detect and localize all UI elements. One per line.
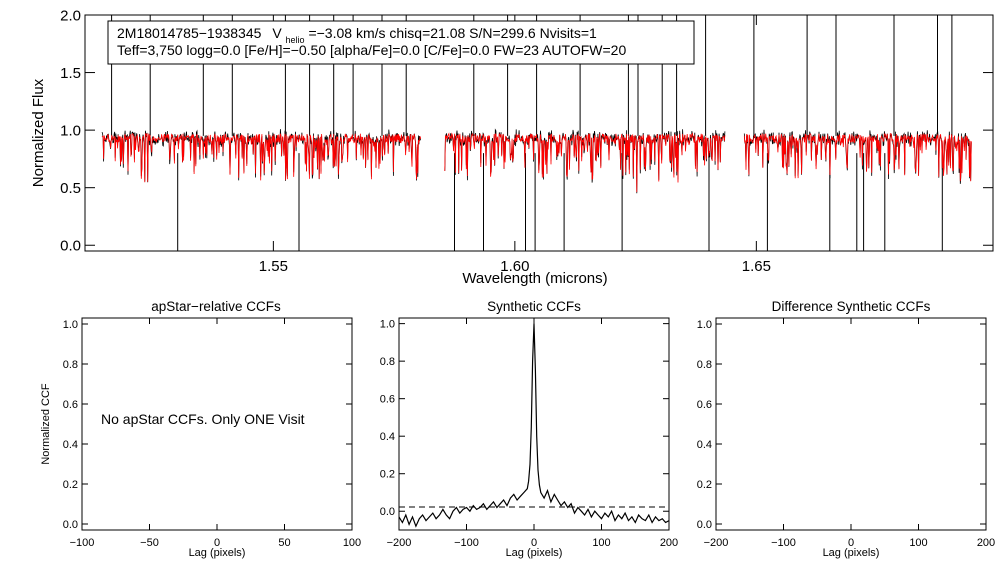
spectrum-spikes: [111, 15, 953, 251]
x-tick-label: 1.55: [259, 258, 288, 275]
header-line-2: Teff=3,750 logg=0.0 [Fe/H]=−0.50 [alpha/…: [117, 42, 626, 58]
header-star-id: 2M18014785−1938345: [117, 25, 262, 41]
header-v-rest: =−3.08 km/s chisq=21.08 S/N=299.6 Nvisit…: [308, 25, 597, 41]
diff-ccf-xlabel: Lag (pixels): [823, 547, 880, 559]
x-tick-label: 0: [214, 537, 220, 549]
synthetic-ccf-title: Synthetic CCFs: [487, 299, 581, 314]
y-tick-label: 0.5: [60, 180, 81, 197]
y-tick-label: 0.8: [380, 356, 395, 368]
y-tick-label: 1.5: [60, 65, 81, 82]
apstar-ccf-ticks: −100 −50 0 50 100 0.0 0.2 0.4 0.6 0.8 1.0: [63, 318, 361, 549]
diff-ccf-frame: [715, 317, 987, 531]
synthetic-ccf-panel: Synthetic CCFs −200 −100 0 100 200 0.0 0.2 0.4 0…: [380, 299, 678, 559]
header-line-1: 2M18014785−1938345 V helio =−3.08 km/s c…: [117, 25, 597, 46]
y-tick-label: 0.0: [63, 519, 78, 531]
y-tick-label: 0.6: [697, 399, 712, 411]
x-tick-label: 0: [848, 537, 854, 549]
y-tick-label: 0.6: [63, 399, 78, 411]
y-tick-label: 0.0: [60, 238, 81, 255]
synthetic-ccf-line: [398, 323, 670, 528]
x-tick-label: 100: [909, 537, 927, 549]
y-tick-label: 1.0: [697, 319, 712, 331]
x-tick-label: −200: [387, 537, 412, 549]
synthetic-ccf-frame: [398, 317, 670, 531]
y-tick-label: 0.4: [63, 439, 78, 451]
apstar-ccf-xlabel: Lag (pixels): [189, 547, 246, 559]
spectrum-series: [101, 15, 972, 251]
apstar-ccf-message: No apStar CCFs. Only ONE Visit: [101, 411, 305, 427]
spectrum-frame: [84, 14, 994, 252]
y-tick-label: 0.4: [697, 439, 712, 451]
spectrum-panel: 1.55 1.60 1.65 0.0 0.5 1.0 1.5 2.0 2M18014785−1…: [30, 7, 994, 287]
y-tick-label: 0.8: [697, 359, 712, 371]
x-tick-label: 0: [531, 537, 537, 549]
header-v-prefix: V: [272, 25, 282, 41]
x-tick-label: 200: [660, 537, 678, 549]
header-v-sub: helio: [286, 35, 305, 45]
x-tick-label: 200: [977, 537, 995, 549]
synthetic-ccf-ticks: −200 −100 0 100 200 0.0 0.2 0.4 0.6 0.8 1.0: [380, 318, 678, 549]
y-tick-label: 0.2: [380, 469, 395, 481]
synthetic-ccf-series: [398, 323, 670, 528]
x-tick-label: 100: [343, 537, 361, 549]
x-tick-label: 1.65: [742, 258, 771, 275]
x-tick-label: −100: [454, 537, 479, 549]
synthetic-ccf-xlabel: Lag (pixels): [506, 547, 563, 559]
x-tick-label: 1.60: [500, 258, 529, 275]
x-tick-label: −50: [140, 537, 159, 549]
y-tick-label: 0.6: [380, 394, 395, 406]
spectrum-ticks: 1.55 1.60 1.65 0.0 0.5 1.0 1.5 2.0: [60, 7, 993, 275]
y-tick-label: 1.0: [380, 319, 395, 331]
header-box: [107, 20, 695, 65]
diff-ccf-ticks: −200 −100 0 100 200 0.0 0.2 0.4 0.6 0.8 1.0: [697, 318, 995, 549]
y-tick-label: 0.0: [697, 519, 712, 531]
apstar-ccf-ylabel: Normalized CCF: [40, 383, 52, 465]
spectrum-xlabel: Wavelength (microns): [462, 270, 607, 287]
y-tick-label: 0.4: [380, 431, 395, 443]
x-tick-label: 50: [278, 537, 290, 549]
apstar-ccf-panel: apStar−relative CCFs −100 −50 0 50 100 0.0 0.2…: [40, 299, 361, 559]
y-tick-label: 1.0: [63, 319, 78, 331]
diff-ccf-title: Difference Synthetic CCFs: [772, 299, 931, 314]
y-tick-label: 1.0: [60, 123, 81, 140]
x-tick-label: −100: [771, 537, 796, 549]
spectrum-ylabel: Normalized Flux: [30, 78, 47, 187]
apstar-ccf-title: apStar−relative CCFs: [151, 299, 281, 314]
y-tick-label: 0.8: [63, 359, 78, 371]
x-tick-label: −100: [70, 537, 95, 549]
spectrum-synthetic-line: [101, 132, 972, 193]
y-tick-label: 0.2: [63, 479, 78, 491]
y-tick-label: 0.2: [697, 479, 712, 491]
x-tick-label: −200: [704, 537, 729, 549]
diff-ccf-panel: Difference Synthetic CCFs −200 −100 0 100 20…: [697, 299, 995, 559]
y-tick-label: 2.0: [60, 7, 81, 24]
y-tick-label: 0.0: [380, 506, 395, 518]
x-tick-label: 100: [592, 537, 610, 549]
